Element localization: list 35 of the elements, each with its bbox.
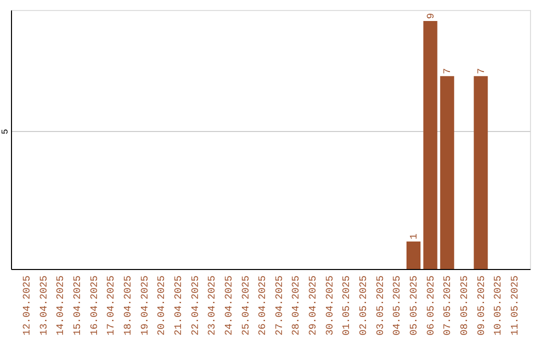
x-tick-label: 03.05.2025: [376, 276, 387, 336]
x-tick-label: 02.05.2025: [359, 276, 370, 336]
x-tick-label: 05.05.2025: [410, 276, 420, 336]
x-tick-label: 13.04.2025: [39, 276, 50, 336]
data-label: 7: [476, 68, 488, 74]
x-tick-label: 27.04.2025: [274, 276, 286, 336]
x-tick-label: 04.05.2025: [392, 276, 404, 336]
x-tick-label: 09.05.2025: [476, 276, 488, 336]
x-tick-label: 21.04.2025: [174, 276, 185, 336]
x-tick-label: 28.04.2025: [292, 276, 303, 336]
x-tick-label: 12.04.2025: [22, 276, 34, 336]
x-tick-label: 15.04.2025: [73, 276, 84, 336]
x-tick-label: 22.04.2025: [190, 276, 202, 336]
x-tick-label: 25.04.2025: [241, 276, 252, 336]
data-label: 1: [410, 233, 420, 240]
x-tick-label: 19.04.2025: [140, 276, 152, 336]
x-tick-label: 24.04.2025: [224, 276, 236, 336]
x-tick-label: 10.05.2025: [494, 276, 505, 336]
x-tick-label: 11.05.2025: [510, 276, 522, 336]
x-tick-label: 06.05.2025: [426, 276, 438, 336]
x-tick-label: 17.04.2025: [106, 276, 118, 336]
x-tick-label: 29.04.2025: [308, 276, 320, 336]
x-tick-label: 18.04.2025: [124, 276, 134, 336]
x-tick-label: 26.04.2025: [258, 276, 270, 336]
data-label: 9: [426, 13, 438, 20]
x-tick-label: 07.05.2025: [443, 276, 454, 336]
x-tick-label: 23.04.2025: [208, 276, 219, 336]
x-tick-label: 20.04.2025: [157, 276, 168, 336]
y-tick-label: 5: [0, 129, 10, 134]
x-tick-label: 14.04.2025: [56, 276, 68, 336]
data-label: 7: [443, 68, 454, 74]
x-tick-label: 16.04.2025: [90, 276, 101, 336]
x-tick-label: 01.05.2025: [342, 276, 354, 336]
x-tick-label: 08.05.2025: [460, 276, 471, 336]
x-tick-label: 30.04.2025: [325, 276, 336, 336]
